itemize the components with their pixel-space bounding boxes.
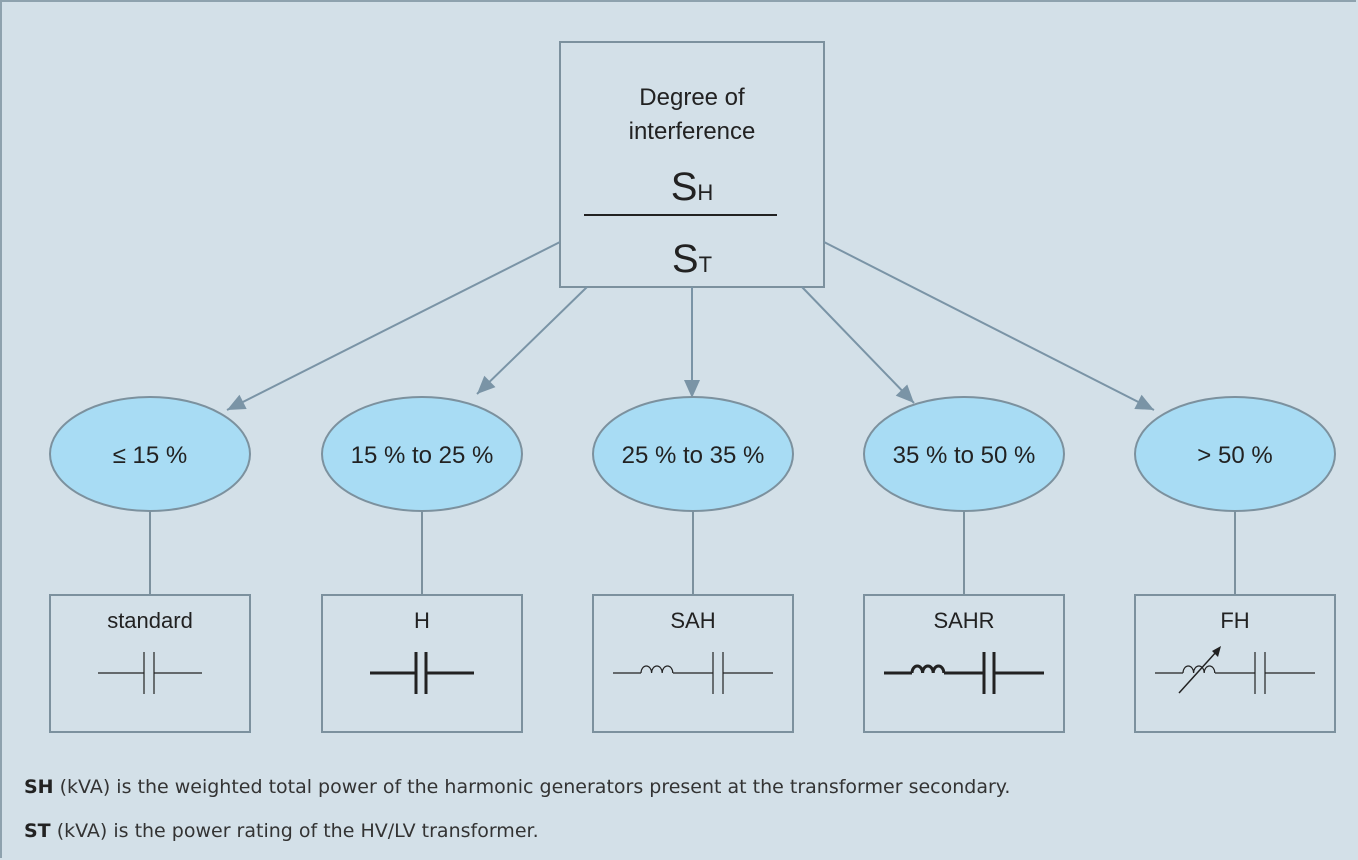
range-label: 15 % to 25 %	[351, 442, 494, 469]
denominator: ST	[672, 237, 712, 281]
note-text: (kVA) is the weighted total power of the…	[59, 776, 1011, 798]
note: ST (kVA) is the power rating of the HV/L…	[24, 820, 539, 842]
note-term: ST	[24, 820, 51, 842]
range-label: 35 % to 50 %	[893, 442, 1036, 469]
inductor	[910, 664, 946, 674]
connector-arrow	[823, 241, 1155, 411]
range-label: 25 % to 35 %	[622, 442, 765, 469]
inductor	[640, 665, 674, 674]
type-box	[321, 594, 523, 733]
denominator-sub: T	[699, 252, 712, 277]
connector-arrow	[476, 286, 588, 395]
type-box	[1134, 594, 1336, 733]
note: SH (kVA) is the weighted total power of …	[24, 776, 1010, 798]
type-label: standard	[107, 608, 193, 633]
circuit-symbol	[98, 652, 202, 694]
arrowhead	[1134, 394, 1154, 410]
inductor	[1182, 665, 1216, 674]
range-label: > 50 %	[1197, 442, 1272, 469]
type-box	[592, 594, 794, 733]
type-label: H	[414, 608, 430, 633]
denominator-main: S	[672, 237, 699, 281]
arrowhead	[477, 375, 496, 394]
numerator-main: S	[671, 165, 698, 209]
numerator: SH	[671, 165, 714, 209]
connector-arrow	[226, 241, 561, 411]
connector-arrow	[801, 286, 915, 404]
variable-arrowhead	[1212, 646, 1221, 657]
arrowhead	[895, 384, 914, 403]
root-box	[559, 41, 825, 288]
type-label: SAHR	[933, 608, 994, 633]
circuit-symbol	[613, 652, 773, 694]
type-label: FH	[1220, 608, 1249, 633]
root-line1: Degree of	[639, 84, 745, 111]
circuit-symbol	[884, 652, 1044, 694]
variable-arrow	[1178, 650, 1218, 694]
range-label: ≤ 15 %	[113, 442, 188, 469]
root-line2: interference	[629, 118, 756, 145]
note-term: SH	[24, 776, 54, 798]
numerator-sub: H	[697, 180, 713, 205]
type-box	[49, 594, 251, 733]
type-box	[863, 594, 1065, 733]
type-label: SAH	[670, 608, 715, 633]
note-text: (kVA) is the power rating of the HV/LV t…	[56, 820, 539, 842]
arrowhead	[227, 394, 247, 410]
circuit-symbol	[370, 652, 474, 694]
arrowhead	[684, 380, 700, 398]
circuit-symbol	[1155, 646, 1315, 694]
